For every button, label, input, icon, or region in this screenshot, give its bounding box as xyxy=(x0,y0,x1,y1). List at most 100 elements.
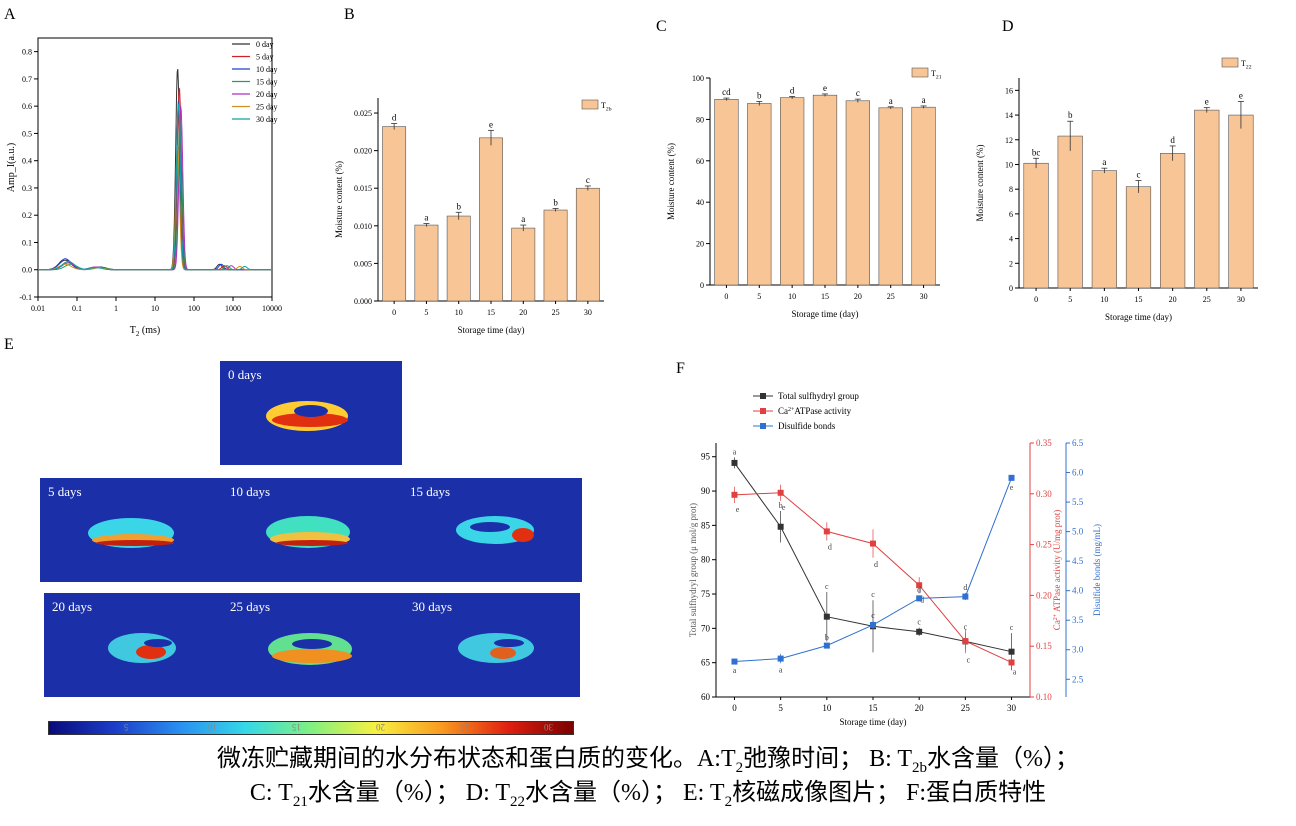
chart-f-right-tick-label: 2.5 xyxy=(1072,674,1084,684)
panel-letter-b: B xyxy=(344,6,355,23)
chart-f-x-tick-label: 10 xyxy=(822,703,832,713)
nmr-sample-region xyxy=(512,528,534,542)
chart-f-data-point xyxy=(731,491,738,498)
chart-a-y-tick-label: -0.1 xyxy=(19,293,32,302)
chart-c-y-tick-label: 100 xyxy=(692,74,704,83)
color-scale-tick-label: 30 xyxy=(544,722,553,732)
chart-d-significance-letter: e xyxy=(1239,90,1243,100)
chart-f-significance-letter: c xyxy=(825,582,829,591)
panel-letter-d: D xyxy=(1002,18,1014,35)
nmr-sample-region xyxy=(96,540,174,546)
chart-b-significance-letter: a xyxy=(424,213,428,223)
chart-c-legend-label: T21 xyxy=(931,69,942,80)
nmr-image: 25 days xyxy=(222,593,404,697)
chart-b-y-tick-label: 0.020 xyxy=(354,147,372,156)
chart-b-legend-label: T2b xyxy=(601,101,612,112)
nmr-sample-region xyxy=(276,540,348,546)
chart-a-x-tick-label: 10000 xyxy=(262,304,282,313)
chart-f-x-tick-label: 0 xyxy=(732,703,737,713)
chart-f-data-point xyxy=(823,528,830,535)
chart-d-legend-label: T22 xyxy=(1241,59,1252,70)
chart-f-mid-y-label: Ca2+ ATPase activity (U/mg prot) xyxy=(1052,510,1062,630)
chart-f-significance-letter: d xyxy=(917,585,921,594)
chart-f-mid-tick-label: 0.15 xyxy=(1036,641,1052,651)
chart-d-y-tick-label: 0 xyxy=(1009,284,1013,293)
chart-a-y-tick-label: 0.1 xyxy=(22,238,32,247)
chart-a-legend-label: 15 day xyxy=(256,78,278,87)
chart-b-x-tick-label: 25 xyxy=(552,308,560,317)
chart-b-y-tick-label: 0.005 xyxy=(354,259,372,268)
color-scale-tick-label: 15 xyxy=(292,722,301,732)
chart-a-series-line xyxy=(38,103,272,271)
chart-d-x-tick-label: 10 xyxy=(1100,295,1108,304)
chart-f-significance-letter: a xyxy=(1013,668,1017,677)
chart-a-legend-label: 25 day xyxy=(256,103,278,112)
chart-f-left-y-tick-label: 95 xyxy=(701,452,711,462)
chart-b-significance-letter: c xyxy=(586,175,590,185)
chart-d-significance-letter: a xyxy=(1102,157,1106,167)
chart-b-x-tick-label: 30 xyxy=(584,308,592,317)
chart-f-left-y-label: Total sulfhydryl group (μ mol/g prot) xyxy=(688,503,698,637)
chart-c-significance-letter: cd xyxy=(722,87,731,97)
chart-d-bar xyxy=(1228,114,1254,289)
color-scale-tick-label: 10 xyxy=(208,722,217,732)
chart-b-x-tick-label: 20 xyxy=(519,308,527,317)
chart-a-x-tick-label: 1000 xyxy=(225,304,241,313)
chart-f-data-point xyxy=(777,489,784,496)
chart-a-x-tick-label: 0.1 xyxy=(72,304,82,313)
chart-f-significance-letter: d xyxy=(963,583,967,592)
nmr-sample-region xyxy=(144,639,172,647)
chart-b-significance-letter: d xyxy=(392,113,397,123)
chart-c-y-tick-label: 60 xyxy=(696,157,704,166)
chart-f-right-tick-label: 6.0 xyxy=(1072,468,1084,478)
chart-f-legend-label: Ca2+ATPase activity xyxy=(778,406,852,416)
nmr-sample-region xyxy=(272,413,348,427)
chart-f-data-point xyxy=(1008,659,1015,666)
chart-f-significance-letter: b xyxy=(779,501,783,510)
nmr-image: 5 days xyxy=(40,478,222,582)
chart-f-significance-letter: c xyxy=(964,622,968,631)
chart-c-y-tick-label: 20 xyxy=(696,240,704,249)
chart-f-left-y-tick-label: 85 xyxy=(701,520,711,530)
chart-f-data-point xyxy=(1008,648,1015,655)
chart-f-right-tick-label: 5.0 xyxy=(1072,527,1084,537)
chart-f-right-tick-label: 3.5 xyxy=(1072,615,1084,625)
chart-f-significance-letter: c xyxy=(871,590,875,599)
chart-d-bar xyxy=(1194,109,1220,289)
chart-f-right-tick-label: 6.5 xyxy=(1072,438,1084,448)
nmr-sample-region xyxy=(494,639,524,647)
nmr-image: 20 days xyxy=(44,593,222,697)
chart-c-significance-letter: a xyxy=(922,95,926,105)
chart-b-x-tick-label: 5 xyxy=(424,308,428,317)
chart-b-x-tick-label: 0 xyxy=(392,308,396,317)
chart-f-significance-letter: c xyxy=(967,655,971,664)
chart-f-data-point xyxy=(823,642,830,649)
nmr-sample-region xyxy=(292,639,332,649)
chart-f-data-point xyxy=(731,658,738,665)
chart-d-bar xyxy=(1160,153,1186,289)
chart-f-right-y-label: Disulfide bonds (mg/mL) xyxy=(1092,524,1102,616)
chart-c-x-tick-label: 30 xyxy=(920,292,928,301)
chart-f-mid-tick-label: 0.25 xyxy=(1036,540,1052,550)
chart-f-left-y-tick-label: 60 xyxy=(701,692,711,702)
chart-f-data-point xyxy=(962,593,969,600)
chart-f-left-y-tick-label: 65 xyxy=(701,658,711,668)
chart-c-significance-letter: a xyxy=(889,96,893,106)
chart-f-x-tick-label: 25 xyxy=(961,703,971,713)
color-scale-tick-label: 5 xyxy=(124,722,129,732)
nmr-sample-region xyxy=(136,645,166,659)
chart-f-right-tick-label: 3.0 xyxy=(1072,645,1084,655)
chart-c-significance-letter: b xyxy=(757,90,762,100)
chart-a-y-tick-label: 0.0 xyxy=(22,266,32,275)
chart-a-legend-label: 20 day xyxy=(256,90,278,99)
chart-a-legend-label: 10 day xyxy=(256,65,278,74)
chart-f-data-point xyxy=(870,621,876,628)
nmr-image-label: 25 days xyxy=(230,599,271,614)
chart-d-x-label: Storage time (day) xyxy=(1105,312,1172,322)
chart-c-legend-swatch xyxy=(911,67,929,78)
nmr-image: 30 days xyxy=(404,593,580,697)
chart-f-left-y-tick-label: 75 xyxy=(701,589,711,599)
chart-d-y-tick-label: 4 xyxy=(1009,235,1013,244)
panel-letter-f: F xyxy=(676,360,685,377)
chart-c-x-tick-label: 5 xyxy=(757,292,761,301)
